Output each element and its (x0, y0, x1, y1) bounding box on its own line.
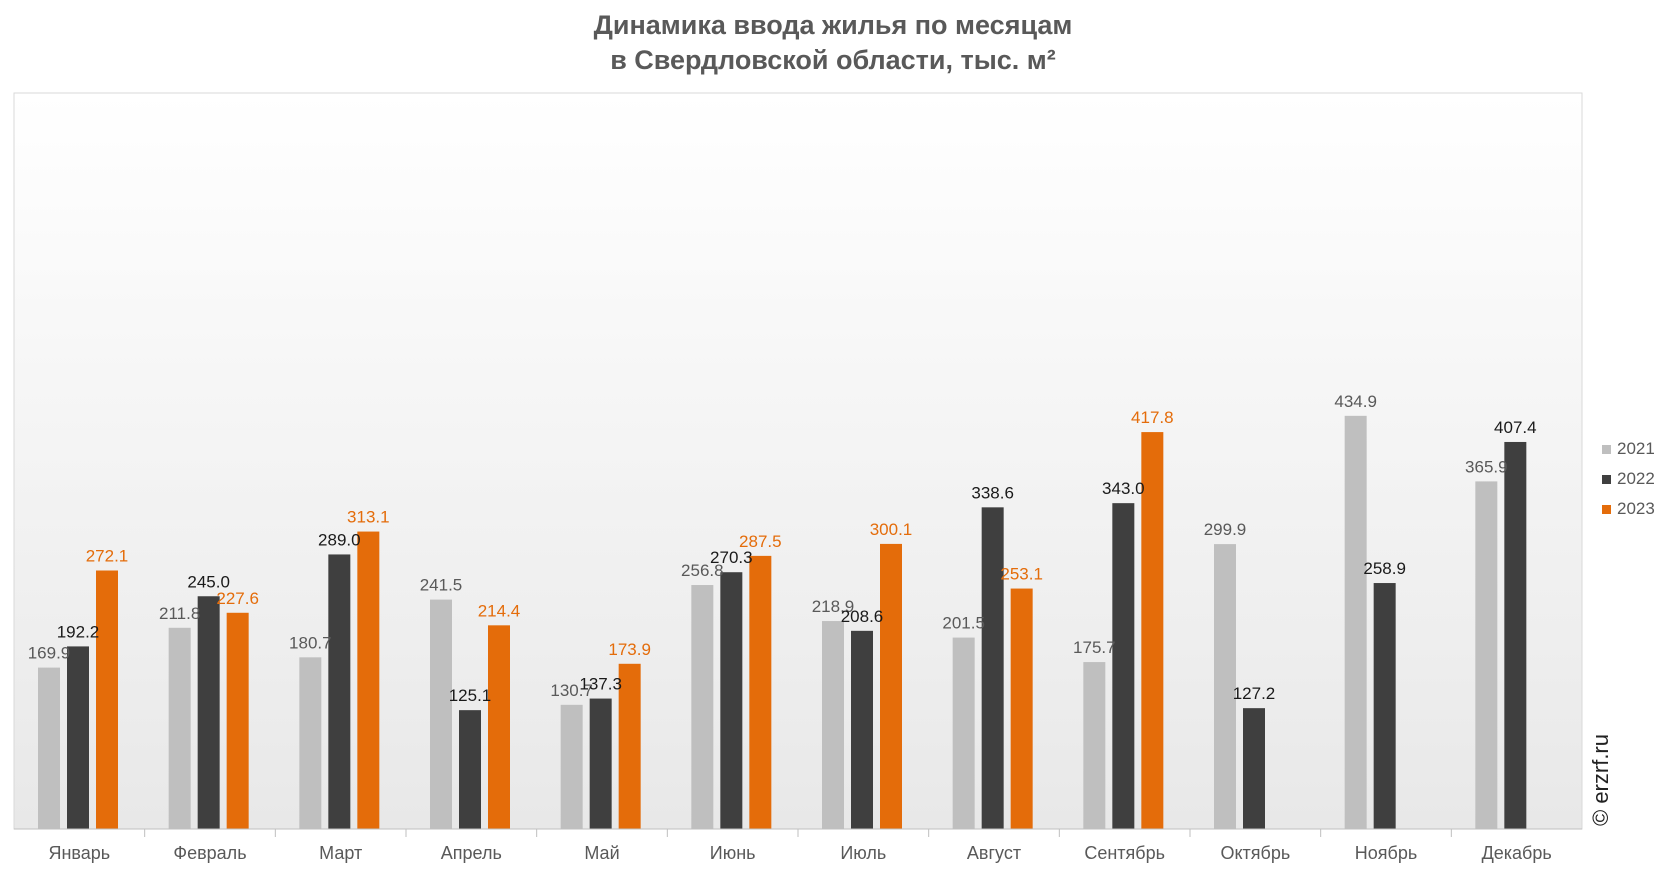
data-label-2021-11: 365.9 (1465, 457, 1508, 476)
data-label-2021-1: 211.8 (159, 604, 200, 623)
data-label-2022-10: 258.9 (1363, 559, 1406, 578)
data-label-2022-1: 245.0 (187, 572, 230, 591)
data-label-2021-2: 180.7 (289, 633, 332, 652)
bar-2022-9[interactable] (1243, 708, 1265, 829)
legend-item-2022[interactable]: 2022 (1602, 464, 1655, 494)
legend-swatch-2023 (1602, 504, 1611, 514)
legend-item-2021[interactable]: 2021 (1602, 434, 1655, 464)
data-label-2023-7: 253.1 (1000, 565, 1043, 584)
category-label-11: Декабрь (1482, 843, 1552, 863)
data-label-2022-4: 137.3 (579, 675, 622, 694)
data-label-2023-4: 173.9 (608, 640, 651, 659)
legend-item-2023[interactable]: 2023 (1602, 494, 1655, 524)
bar-2022-11[interactable] (1504, 441, 1527, 829)
data-label-2021-10: 434.9 (1334, 392, 1377, 411)
legend-swatch-2022 (1602, 474, 1611, 484)
category-label-2: Март (319, 843, 362, 863)
watermark: © erzrf.ru (1588, 734, 1613, 826)
bar-2023-2[interactable] (357, 531, 380, 829)
bar-2022-1[interactable] (197, 596, 220, 829)
bars-layer (38, 415, 1527, 829)
bar-2021-4[interactable] (560, 704, 583, 829)
data-label-2022-6: 208.6 (841, 607, 884, 626)
data-label-2022-2: 289.0 (318, 530, 361, 549)
data-label-2023-2: 313.1 (347, 508, 390, 527)
data-label-2021-7: 201.5 (942, 614, 985, 633)
bar-2021-9[interactable] (1214, 544, 1236, 829)
category-label-9: Октябрь (1220, 843, 1290, 863)
bar-2023-5[interactable] (749, 555, 772, 829)
chart-title-line-2: в Свердловской области, тыс. м² (610, 45, 1056, 75)
data-label-2023-6: 300.1 (870, 520, 913, 539)
legend-label-2022: 2022 (1617, 469, 1655, 488)
data-label-2021-9: 299.9 (1204, 520, 1247, 539)
bar-2023-1[interactable] (226, 612, 249, 829)
category-label-10: Ноябрь (1355, 843, 1417, 863)
bar-2021-7[interactable] (952, 637, 975, 829)
chart-title: Динамика ввода жилья по месяцам в Свердл… (0, 8, 1666, 78)
data-label-2022-3: 125.1 (449, 686, 492, 705)
bar-2023-4[interactable] (618, 663, 641, 829)
bar-2023-6[interactable] (880, 543, 902, 829)
data-label-2023-5: 287.5 (739, 532, 782, 551)
data-label-2022-0: 192.2 (57, 622, 100, 641)
category-ticks-layer (144, 829, 1452, 837)
legend: 2021 2022 2023 (1602, 434, 1655, 524)
bar-2021-1[interactable] (168, 627, 191, 829)
bar-2022-2[interactable] (328, 554, 351, 829)
bar-2022-4[interactable] (589, 698, 612, 829)
bar-2022-7[interactable] (981, 507, 1004, 829)
bar-2021-10[interactable] (1344, 415, 1367, 829)
data-label-2021-4: 130.7 (550, 681, 593, 700)
data-label-2023-3: 214.4 (478, 601, 521, 620)
bar-2022-0[interactable] (67, 646, 89, 829)
category-label-8: Сентябрь (1084, 843, 1165, 863)
category-label-5: Июнь (710, 843, 756, 863)
data-label-2021-8: 175.7 (1073, 638, 1116, 657)
bar-2022-10[interactable] (1373, 583, 1396, 829)
legend-swatch-2021 (1602, 444, 1611, 454)
data-label-2021-3: 241.5 (420, 576, 463, 595)
category-label-1: Февраль (173, 843, 246, 863)
category-labels-layer: Январь Февраль Март Апрель Май Июнь Июль Август… (48, 843, 1551, 863)
bar-2021-3[interactable] (430, 599, 452, 829)
legend-label-2023: 2023 (1617, 499, 1655, 518)
bar-2021-6[interactable] (822, 621, 844, 829)
data-label-2021-0: 169.9 (28, 644, 71, 663)
legend-label-2021: 2021 (1617, 439, 1655, 458)
bar-2023-8[interactable] (1141, 432, 1164, 829)
category-label-6: Июль (840, 843, 886, 863)
bar-2022-8[interactable] (1112, 503, 1135, 829)
bar-2022-6[interactable] (851, 630, 873, 829)
bar-2023-0[interactable] (96, 570, 118, 829)
bar-2021-0[interactable] (38, 667, 60, 829)
bar-2023-7[interactable] (1010, 588, 1033, 829)
data-label-2022-9: 127.2 (1233, 684, 1276, 703)
data-label-2023-8: 417.8 (1131, 408, 1174, 427)
data-label-2021-6: 218.9 (812, 597, 855, 616)
bar-2022-5[interactable] (720, 572, 743, 829)
data-label-2022-5: 270.3 (710, 548, 753, 567)
category-label-3: Апрель (441, 843, 502, 863)
chart-title-line-1: Динамика ввода жилья по месяцам (593, 10, 1073, 40)
category-label-4: Май (584, 843, 619, 863)
category-label-0: Январь (48, 843, 110, 863)
bar-2021-5[interactable] (691, 585, 714, 829)
plot-area (13, 92, 1583, 830)
bar-2023-3[interactable] (488, 625, 510, 829)
bar-2021-11[interactable] (1475, 481, 1498, 829)
bar-2021-8[interactable] (1083, 662, 1106, 829)
category-label-7: Август (967, 843, 1021, 863)
data-label-2021-5: 256.8 (681, 561, 724, 580)
data-label-2023-0: 272.1 (86, 547, 129, 566)
data-label-2022-11: 407.4 (1494, 418, 1537, 437)
data-label-2022-8: 343.0 (1102, 479, 1145, 498)
data-label-2022-7: 338.6 (971, 483, 1014, 502)
bar-2021-2[interactable] (299, 657, 322, 829)
data-label-2023-1: 227.6 (216, 589, 259, 608)
bar-2022-3[interactable] (459, 710, 481, 829)
